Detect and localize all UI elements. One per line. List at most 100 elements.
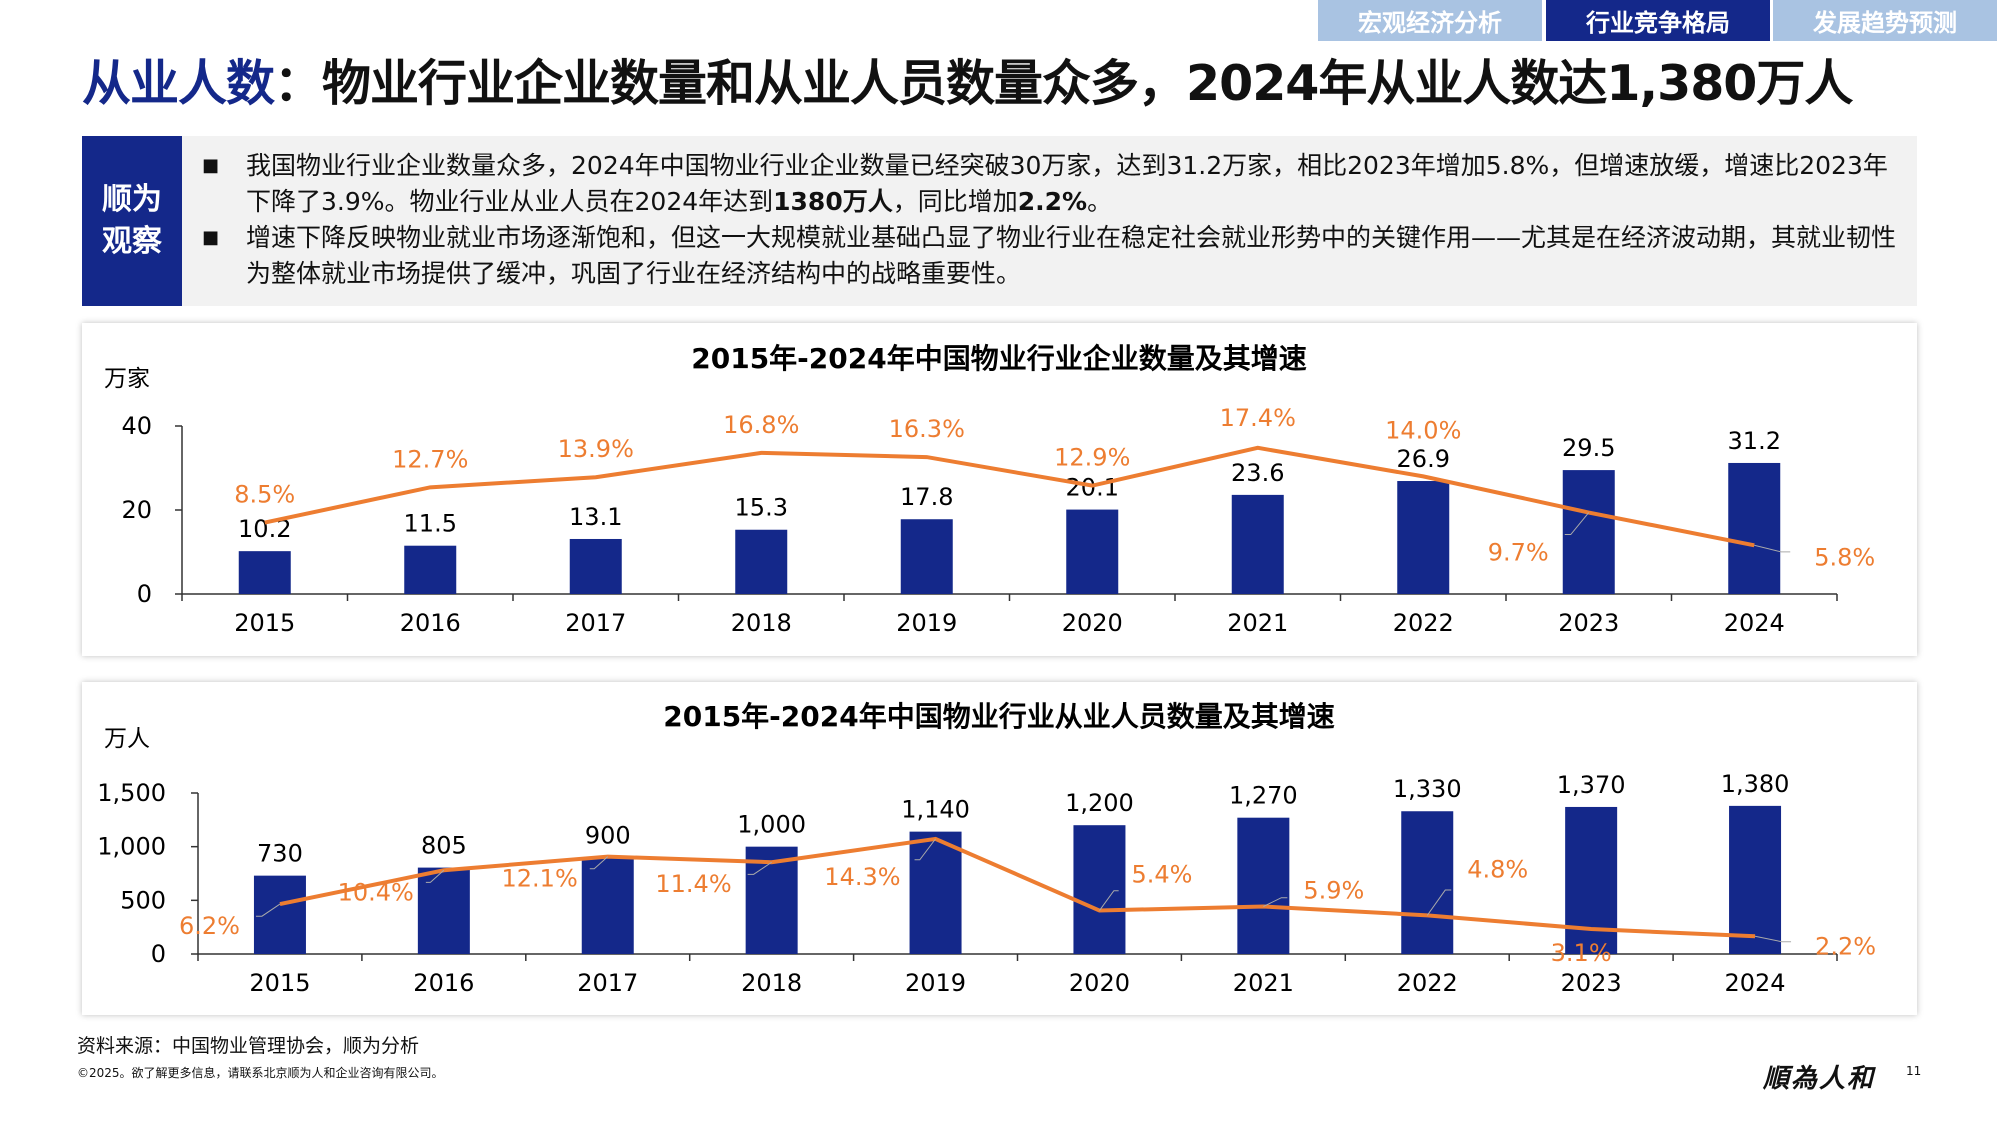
x-tick-label: 2021 xyxy=(1233,969,1294,997)
title-highlight: 从业人数 xyxy=(82,55,275,112)
label-leader-line xyxy=(425,869,445,883)
bar xyxy=(238,551,291,594)
x-tick-label: 2024 xyxy=(1725,969,1786,997)
x-tick-label: 2022 xyxy=(1397,969,1458,997)
label-leader-line xyxy=(1426,889,1452,916)
bar xyxy=(1565,806,1618,954)
label-leader-line xyxy=(255,903,281,917)
bar xyxy=(909,831,962,954)
label-leader-line xyxy=(1263,897,1288,907)
bar xyxy=(253,875,306,954)
bar xyxy=(1066,509,1119,594)
growth-rate-label: 16.3% xyxy=(889,415,965,443)
x-tick-label: 2015 xyxy=(249,969,310,997)
x-tick-label: 2020 xyxy=(1062,609,1123,637)
bar-value-label: 1,140 xyxy=(901,796,970,824)
growth-rate-label: 10.4% xyxy=(338,878,414,906)
x-tick-label: 2017 xyxy=(577,969,638,997)
bar-value-label: 26.9 xyxy=(1397,445,1450,473)
bar-value-label: 1,000 xyxy=(737,811,806,839)
x-tick-label: 2024 xyxy=(1724,609,1785,637)
growth-rate-label: 4.8% xyxy=(1467,855,1528,883)
bar-value-label: 805 xyxy=(421,832,467,860)
observation-tag-line1: 顺为 xyxy=(102,182,162,217)
observation-tag-line2: 观察 xyxy=(102,224,162,259)
observation-bullet: ■ 我国物业行业企业数量众多，2024年中国物业行业企业数量已经突破30万家，达到… xyxy=(202,148,1897,220)
growth-rate-label: 12.7% xyxy=(392,445,468,473)
growth-rate-label: 9.7% xyxy=(1488,539,1549,567)
bar xyxy=(1073,825,1126,954)
growth-rate-label: 3.1% xyxy=(1551,939,1612,967)
bar xyxy=(404,545,457,594)
x-tick-label: 2019 xyxy=(896,609,957,637)
growth-rate-label: 12.1% xyxy=(502,865,578,893)
bullet-text: 我国物业行业企业数量众多，2024年中国物业行业企业数量已经突破30万家，达到3… xyxy=(246,148,1897,220)
y-tick-label: 500 xyxy=(120,886,166,914)
x-tick-label: 2018 xyxy=(731,609,792,637)
y-tick-label: 20 xyxy=(121,496,152,524)
title-text: ：物业行业企业数量和从业人员数量众多，2024年从业人数达1,380万人 xyxy=(274,55,1853,112)
bullet-text-part: 2.2% xyxy=(1017,187,1088,216)
bullet-text-part: 我国物业行业企业数量众多，2024年中国物业行业企业数量已经突破30万家，达到3… xyxy=(246,151,1888,216)
bar xyxy=(1562,470,1615,594)
x-tick-label: 2015 xyxy=(234,609,295,637)
bar xyxy=(1728,462,1781,594)
observation-box: 顺为 观察 ■ 我国物业行业企业数量众多，2024年中国物业行业企业数量已经突破30… xyxy=(82,136,1917,306)
label-leader-line xyxy=(1754,544,1791,553)
bar-value-label: 11.5 xyxy=(404,510,457,538)
chart-title: 2015年-2024年中国物业行业从业人员数量及其增速 xyxy=(663,700,1334,733)
page-number: 11 xyxy=(1906,1064,1922,1078)
tab-industry-competition[interactable]: 行业竞争格局 xyxy=(1546,0,1770,41)
y-tick-label: 1,000 xyxy=(97,833,166,861)
bar-value-label: 29.5 xyxy=(1562,434,1615,462)
growth-rate-label: 2.2% xyxy=(1815,932,1876,960)
tab-macro-economy[interactable]: 宏观经济分析 xyxy=(1318,0,1542,41)
chart-title: 2015年-2024年中国物业行业企业数量及其增速 xyxy=(691,342,1306,375)
company-logo: 順為人和 xyxy=(1763,1064,1876,1094)
growth-rate-line xyxy=(279,836,1756,939)
x-tick-label: 2022 xyxy=(1393,609,1454,637)
tab-trend-forecast[interactable]: 发展趋势预测 xyxy=(1773,0,1997,41)
bar xyxy=(1729,805,1782,954)
bar-value-label: 1,380 xyxy=(1721,770,1790,798)
x-tick-label: 2023 xyxy=(1558,609,1619,637)
bar-value-label: 17.8 xyxy=(900,483,953,511)
growth-rate-label: 14.0% xyxy=(1385,416,1461,444)
x-tick-label: 2016 xyxy=(400,609,461,637)
growth-rate-label: 12.9% xyxy=(1054,444,1130,472)
observation-tag: 顺为 观察 xyxy=(82,136,182,306)
y-axis-unit: 万人 xyxy=(104,726,150,752)
x-tick-label: 2018 xyxy=(741,969,802,997)
y-tick-label: 1,500 xyxy=(97,779,166,807)
source-note: 资料来源：中国物业管理协会，顺为分析 xyxy=(77,1035,420,1057)
bar xyxy=(1401,811,1454,954)
y-tick-label: 0 xyxy=(137,580,152,608)
bullet-square-icon: ■ xyxy=(202,227,220,248)
bar-value-label: 1,370 xyxy=(1557,771,1626,799)
bar-value-label: 15.3 xyxy=(735,494,788,522)
bar-value-label: 730 xyxy=(257,840,303,868)
growth-rate-label: 6.2% xyxy=(179,912,240,940)
enterprise-count-chart: 2015年-2024年中国物业行业企业数量及其增速 万家 0 20 40 2015 10.2… xyxy=(82,323,1917,656)
y-tick-label: 40 xyxy=(121,412,152,440)
bar xyxy=(900,519,953,594)
bar xyxy=(1231,494,1284,594)
bar xyxy=(569,538,622,594)
growth-rate-label: 5.8% xyxy=(1814,543,1875,571)
bar xyxy=(417,867,470,954)
label-leader-line xyxy=(1099,890,1119,911)
bullet-text-part: 1380万人 xyxy=(773,187,893,216)
bar xyxy=(1237,817,1290,954)
bullet-text-part: ，同比增加 xyxy=(892,187,1018,216)
bar-value-label: 13.1 xyxy=(569,503,622,531)
x-tick-label: 2021 xyxy=(1227,609,1288,637)
bar-value-label: 1,200 xyxy=(1065,789,1134,817)
x-tick-label: 2020 xyxy=(1069,969,1130,997)
growth-rate-label: 16.8% xyxy=(723,411,799,439)
growth-rate-label: 13.9% xyxy=(558,435,634,463)
growth-rate-label: 14.3% xyxy=(824,863,900,891)
bar xyxy=(1397,481,1450,594)
label-leader-line xyxy=(747,861,772,875)
bullet-text-part: 。 xyxy=(1087,187,1113,216)
